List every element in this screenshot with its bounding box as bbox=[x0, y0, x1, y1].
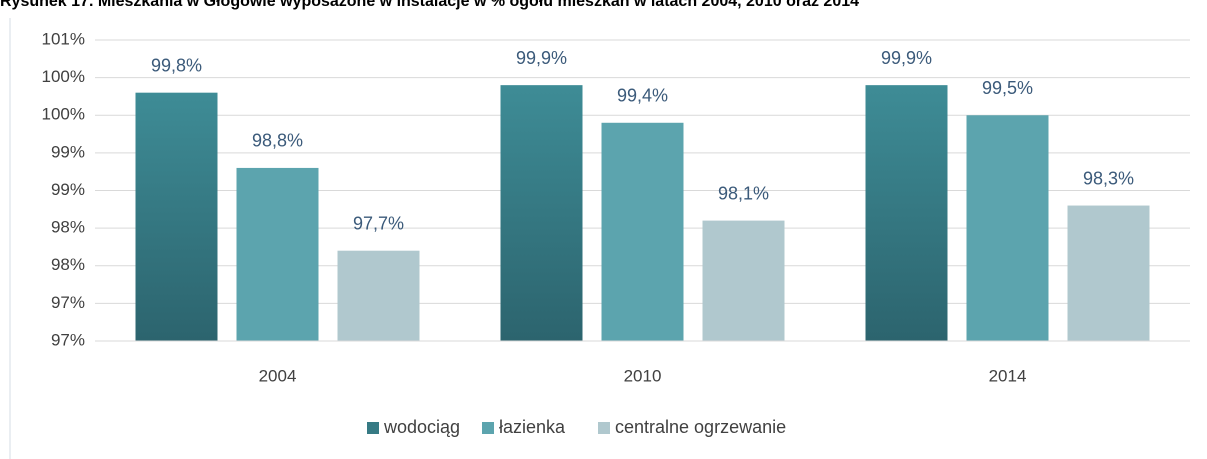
bar bbox=[236, 167, 319, 341]
value-label: 98,8% bbox=[252, 131, 303, 151]
y-tick-label: 97% bbox=[51, 293, 85, 312]
y-tick-label: 101% bbox=[42, 29, 85, 48]
bar bbox=[865, 85, 948, 342]
value-label: 99,9% bbox=[881, 48, 932, 68]
value-label: 99,4% bbox=[617, 86, 668, 106]
y-tick-label: 97% bbox=[51, 330, 85, 349]
bar bbox=[601, 122, 684, 342]
legend-label: centralne ogrzewanie bbox=[615, 417, 786, 437]
y-tick-label: 100% bbox=[42, 67, 85, 86]
bar bbox=[702, 220, 785, 341]
chart-title: Rysunek 17. Mieszkania w Głogowie wyposa… bbox=[0, 0, 859, 10]
legend-swatch bbox=[367, 422, 379, 434]
value-label: 99,8% bbox=[151, 55, 202, 75]
legend-swatch bbox=[482, 422, 494, 434]
bar bbox=[337, 250, 420, 341]
value-label: 97,7% bbox=[353, 213, 404, 233]
value-label: 99,9% bbox=[516, 48, 567, 68]
y-tick-label: 99% bbox=[51, 142, 85, 161]
value-label: 98,3% bbox=[1083, 168, 1134, 188]
y-tick-label: 99% bbox=[51, 180, 85, 199]
legend-swatch bbox=[598, 422, 610, 434]
value-label: 98,1% bbox=[718, 183, 769, 203]
bar bbox=[500, 85, 583, 342]
legend-label: łazienka bbox=[499, 417, 566, 437]
bar bbox=[135, 92, 218, 341]
legend-label: wodociąg bbox=[383, 417, 460, 437]
x-tick-label: 2010 bbox=[624, 366, 662, 385]
y-tick-label: 100% bbox=[42, 105, 85, 124]
value-label: 99,5% bbox=[982, 78, 1033, 98]
x-tick-label: 2014 bbox=[989, 366, 1027, 385]
x-tick-label: 2004 bbox=[259, 366, 297, 385]
bar bbox=[966, 115, 1049, 341]
y-tick-label: 98% bbox=[51, 218, 85, 237]
y-tick-label: 98% bbox=[51, 255, 85, 274]
bar bbox=[1067, 205, 1150, 341]
